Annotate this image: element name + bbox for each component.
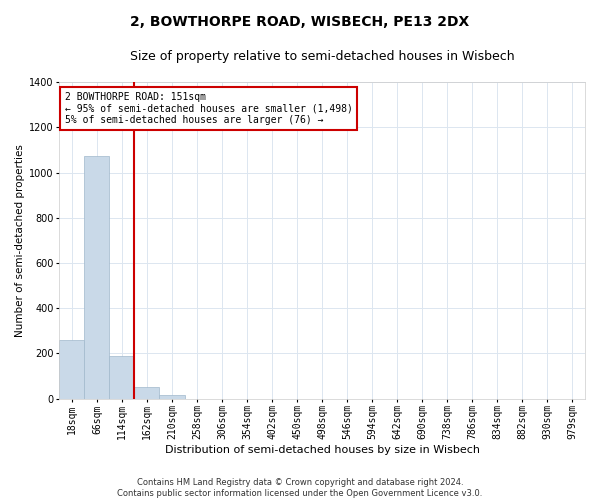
Title: Size of property relative to semi-detached houses in Wisbech: Size of property relative to semi-detach… xyxy=(130,50,514,63)
Bar xyxy=(109,356,134,399)
Bar xyxy=(134,388,160,398)
Text: Contains HM Land Registry data © Crown copyright and database right 2024.
Contai: Contains HM Land Registry data © Crown c… xyxy=(118,478,482,498)
X-axis label: Distribution of semi-detached houses by size in Wisbech: Distribution of semi-detached houses by … xyxy=(164,445,479,455)
Bar xyxy=(160,395,185,398)
Bar xyxy=(59,340,85,398)
Bar xyxy=(85,156,109,398)
Text: 2, BOWTHORPE ROAD, WISBECH, PE13 2DX: 2, BOWTHORPE ROAD, WISBECH, PE13 2DX xyxy=(130,15,470,29)
Text: 2 BOWTHORPE ROAD: 151sqm
← 95% of semi-detached houses are smaller (1,498)
5% of: 2 BOWTHORPE ROAD: 151sqm ← 95% of semi-d… xyxy=(65,92,352,125)
Y-axis label: Number of semi-detached properties: Number of semi-detached properties xyxy=(15,144,25,337)
